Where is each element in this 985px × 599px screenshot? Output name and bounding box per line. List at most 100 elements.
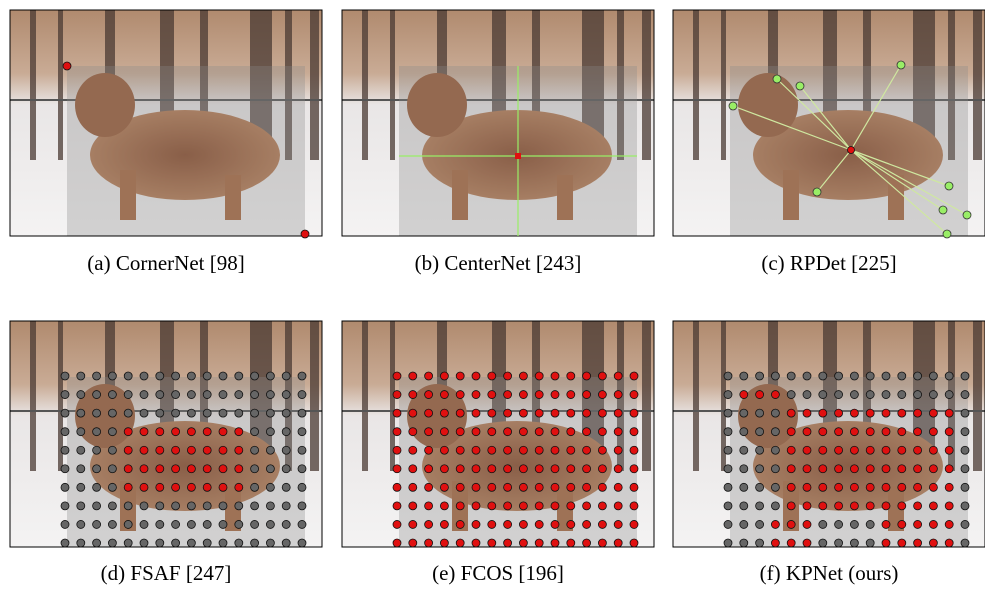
negative-point bbox=[251, 391, 259, 399]
positive-point bbox=[124, 483, 132, 491]
positive-point bbox=[567, 502, 575, 510]
negative-point bbox=[77, 539, 85, 547]
positive-point bbox=[393, 446, 401, 454]
negative-point bbox=[266, 409, 274, 417]
negative-point bbox=[251, 520, 259, 528]
positive-point bbox=[583, 502, 591, 510]
negative-point bbox=[172, 391, 180, 399]
positive-point bbox=[456, 465, 464, 473]
positive-point bbox=[425, 372, 433, 380]
negative-point bbox=[835, 372, 843, 380]
positive-point bbox=[472, 465, 480, 473]
positive-point bbox=[929, 446, 937, 454]
negative-point bbox=[266, 483, 274, 491]
positive-point bbox=[519, 465, 527, 473]
negative-point bbox=[77, 520, 85, 528]
positive-point bbox=[535, 520, 543, 528]
negative-point bbox=[251, 372, 259, 380]
negative-point bbox=[77, 428, 85, 436]
negative-point bbox=[756, 539, 764, 547]
positive-point bbox=[866, 502, 874, 510]
positive-point bbox=[551, 520, 559, 528]
positive-point bbox=[156, 446, 164, 454]
positive-point bbox=[409, 409, 417, 417]
negative-point bbox=[61, 520, 69, 528]
negative-point bbox=[929, 391, 937, 399]
negative-point bbox=[61, 372, 69, 380]
positive-point bbox=[850, 483, 858, 491]
positive-point bbox=[124, 446, 132, 454]
positive-point bbox=[598, 446, 606, 454]
negative-point bbox=[819, 391, 827, 399]
negative-point bbox=[724, 446, 732, 454]
negative-point bbox=[219, 539, 227, 547]
positive-point bbox=[614, 465, 622, 473]
negative-point bbox=[898, 391, 906, 399]
positive-point bbox=[440, 539, 448, 547]
negative-point bbox=[866, 391, 874, 399]
negative-point bbox=[219, 391, 227, 399]
positive-point bbox=[393, 539, 401, 547]
positive-point bbox=[409, 391, 417, 399]
negative-point bbox=[77, 409, 85, 417]
positive-point bbox=[567, 409, 575, 417]
negative-point bbox=[961, 428, 969, 436]
positive-point bbox=[567, 483, 575, 491]
positive-point bbox=[456, 502, 464, 510]
box-overlay bbox=[67, 66, 305, 236]
positive-point bbox=[472, 409, 480, 417]
negative-point bbox=[77, 446, 85, 454]
negative-point bbox=[740, 520, 748, 528]
positive-point bbox=[504, 391, 512, 399]
positive-point bbox=[882, 520, 890, 528]
negative-point bbox=[124, 391, 132, 399]
tree-trunk bbox=[973, 321, 982, 471]
negative-point bbox=[835, 539, 843, 547]
caption: (b) CenterNet [243] bbox=[415, 251, 582, 275]
positive-point bbox=[63, 62, 71, 70]
positive-point bbox=[156, 465, 164, 473]
negative-point bbox=[756, 372, 764, 380]
negative-point bbox=[850, 520, 858, 528]
page: (a) CornerNet [98](b) CenterNet [243](c)… bbox=[0, 0, 985, 599]
positive-point bbox=[835, 465, 843, 473]
positive-point bbox=[614, 446, 622, 454]
panel bbox=[673, 321, 985, 547]
negative-point bbox=[756, 502, 764, 510]
positive-point bbox=[409, 446, 417, 454]
positive-point bbox=[551, 483, 559, 491]
negative-point bbox=[61, 465, 69, 473]
positive-point bbox=[819, 465, 827, 473]
keypoint bbox=[773, 75, 781, 83]
positive-point bbox=[598, 428, 606, 436]
negative-point bbox=[93, 391, 101, 399]
positive-point bbox=[472, 446, 480, 454]
negative-point bbox=[740, 539, 748, 547]
positive-point bbox=[140, 428, 148, 436]
caption: (d) FSAF [247] bbox=[101, 561, 232, 585]
positive-point bbox=[393, 502, 401, 510]
positive-point bbox=[551, 502, 559, 510]
negative-point bbox=[724, 539, 732, 547]
positive-point bbox=[409, 372, 417, 380]
negative-point bbox=[882, 372, 890, 380]
positive-point bbox=[535, 428, 543, 436]
negative-point bbox=[961, 483, 969, 491]
negative-point bbox=[850, 539, 858, 547]
negative-point bbox=[93, 483, 101, 491]
negative-point bbox=[203, 502, 211, 510]
positive-point bbox=[440, 391, 448, 399]
positive-point bbox=[803, 502, 811, 510]
positive-point bbox=[614, 520, 622, 528]
negative-point bbox=[235, 520, 243, 528]
positive-point bbox=[803, 465, 811, 473]
positive-point bbox=[551, 446, 559, 454]
negative-point bbox=[93, 428, 101, 436]
positive-point bbox=[756, 391, 764, 399]
keypoint bbox=[945, 182, 953, 190]
negative-point bbox=[203, 520, 211, 528]
panel bbox=[10, 321, 322, 547]
tree-trunk bbox=[693, 321, 699, 471]
positive-point bbox=[535, 446, 543, 454]
negative-point bbox=[724, 520, 732, 528]
